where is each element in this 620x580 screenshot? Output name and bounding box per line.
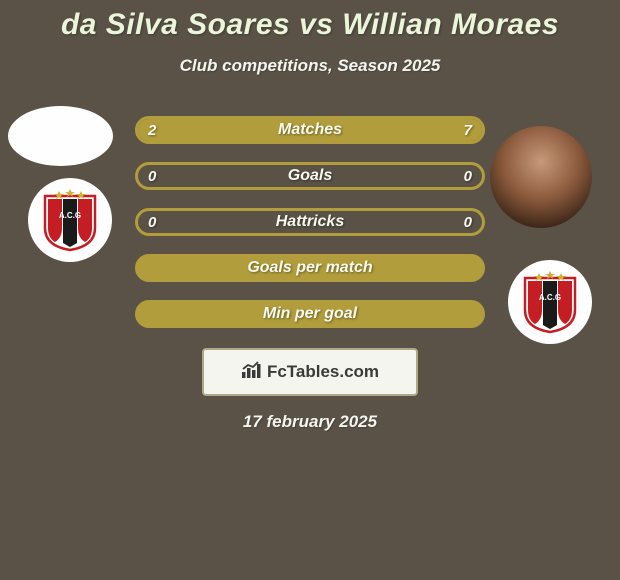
stat-fill-right [214, 119, 482, 141]
stat-row: 0 0 Goals [135, 162, 485, 190]
stat-label: Goals [288, 167, 332, 185]
club-shield-icon: A.C.G [521, 270, 579, 334]
avatar-player-left [8, 106, 113, 166]
page-title: da Silva Soares vs Willian Moraes [0, 8, 620, 42]
stat-label: Min per goal [263, 305, 357, 323]
stats-bars: 2 7 Matches 0 0 Goals 0 0 Hattricks Goals per mat… [135, 116, 485, 328]
stat-value-left: 0 [148, 214, 156, 231]
fctables-label: FcTables.com [267, 362, 379, 382]
stat-value-left: 2 [148, 122, 156, 139]
comparison-infographic: da Silva Soares vs Willian Moraes Club c… [0, 0, 620, 580]
stat-value-left: 0 [148, 168, 156, 185]
stat-row: 0 0 Hattricks [135, 208, 485, 236]
svg-text:A.C.G: A.C.G [539, 293, 561, 302]
fctables-watermark: FcTables.com [202, 348, 418, 396]
stat-label: Goals per match [247, 259, 372, 277]
avatar-player-right [490, 126, 592, 228]
subtitle: Club competitions, Season 2025 [0, 56, 620, 76]
stat-row: Min per goal [135, 300, 485, 328]
svg-text:A.C.G: A.C.G [59, 211, 81, 220]
club-badge-left: A.C.G [28, 178, 112, 262]
stat-row: Goals per match [135, 254, 485, 282]
stat-value-right: 7 [464, 122, 472, 139]
stat-label: Hattricks [276, 213, 344, 231]
club-badge-right: A.C.G [508, 260, 592, 344]
date-label: 17 february 2025 [0, 412, 620, 432]
stat-value-right: 0 [464, 168, 472, 185]
chart-icon [241, 361, 261, 384]
club-shield-icon: A.C.G [41, 188, 99, 252]
stat-label: Matches [278, 121, 342, 139]
stat-row: 2 7 Matches [135, 116, 485, 144]
stat-value-right: 0 [464, 214, 472, 231]
